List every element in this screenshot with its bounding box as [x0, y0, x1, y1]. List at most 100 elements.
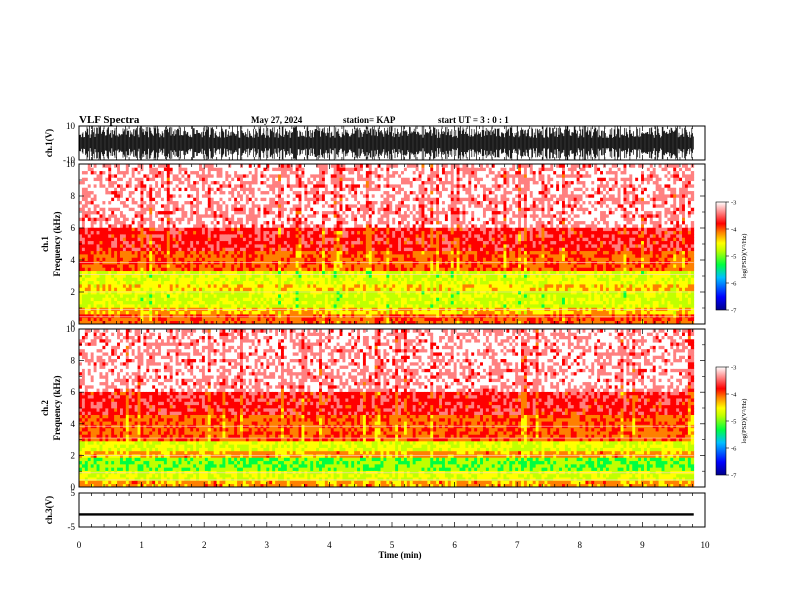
spectrogram-cell — [126, 247, 129, 251]
spectrogram-cell — [97, 317, 100, 321]
spectrogram-cell — [179, 301, 182, 305]
spectrogram-cell — [170, 314, 173, 318]
spectrogram-cell — [105, 197, 108, 201]
spectrogram-cell — [108, 187, 111, 191]
spectrogram-cell — [143, 267, 146, 271]
spectrogram-cell — [91, 201, 94, 205]
spectrogram-cell — [179, 311, 182, 315]
spectrogram-cell — [138, 237, 141, 241]
spectrogram-cell — [143, 227, 146, 231]
station-label: station= KAP — [343, 115, 396, 125]
spectrogram-cell — [143, 304, 146, 308]
spectrogram-cell — [149, 267, 152, 271]
spectrogram-cell — [146, 191, 149, 195]
spectrogram-cell — [155, 231, 158, 235]
spectrogram-cell — [152, 201, 155, 205]
spectrogram-cell — [88, 317, 91, 321]
spectrogram-cell — [140, 227, 143, 231]
spectrogram-cell — [138, 221, 141, 225]
spectrogram-cell — [108, 307, 111, 311]
spectrogram-cell — [138, 244, 141, 248]
spectrogram-cell — [170, 171, 173, 175]
spectrogram-cell — [138, 304, 141, 308]
spectrogram-cell — [117, 317, 120, 321]
spectrogram-cell — [173, 194, 176, 198]
spectrogram-cell — [91, 287, 94, 291]
spectrogram-cell — [108, 264, 111, 268]
spectrogram-cell — [167, 177, 170, 181]
spectrogram-cell — [167, 251, 170, 255]
spectrogram-cell — [140, 294, 143, 298]
spectrogram-cell — [126, 314, 129, 318]
spectrogram-cell — [108, 244, 111, 248]
spectrogram-cell — [167, 187, 170, 191]
spectrogram-cell — [94, 224, 97, 228]
spectrogram-cell — [91, 251, 94, 255]
spectrogram-cell — [135, 271, 138, 275]
spectrogram-cell — [132, 281, 135, 285]
spectrogram-cell — [105, 221, 108, 225]
spectrogram-cell — [94, 241, 97, 245]
spectrogram-cell — [99, 277, 102, 281]
spectrogram-cell — [138, 177, 141, 181]
spectrogram-cell — [132, 284, 135, 288]
spectrogram-cell — [143, 184, 146, 188]
spectrogram-cell — [135, 211, 138, 215]
spectrogram-cell — [138, 197, 141, 201]
spectrogram-cell — [120, 191, 123, 195]
spectrogram-cell — [149, 284, 152, 288]
spectrogram-cell — [173, 227, 176, 231]
spectrogram-cell — [97, 251, 100, 255]
spectrogram-cell — [120, 187, 123, 191]
spectrogram-cell — [138, 277, 141, 281]
spectrogram-cell — [179, 191, 182, 195]
spectrogram-cell — [164, 174, 167, 178]
spectrogram-cell — [97, 241, 100, 245]
spectrogram-cell — [99, 304, 102, 308]
spectrogram-cell — [181, 281, 184, 285]
spectrogram-cell — [152, 251, 155, 255]
spectrogram-cell — [161, 294, 164, 298]
spectrogram-cell — [99, 164, 102, 168]
spectrogram-cell — [97, 314, 100, 318]
spectrogram-cell — [132, 311, 135, 315]
spectrogram-cell — [123, 241, 126, 245]
spectrogram-cell — [173, 297, 176, 301]
spectrogram-cell — [117, 237, 120, 241]
spectrogram-cell — [167, 221, 170, 225]
spectrogram-cell — [164, 254, 167, 258]
spectrogram-cell — [126, 181, 129, 185]
spectrogram-cell — [102, 224, 105, 228]
spectrogram-cell — [143, 257, 146, 261]
spectrogram-cell — [94, 221, 97, 225]
spectrogram-cell — [88, 194, 91, 198]
spectrogram-cell — [161, 194, 164, 198]
spectrogram-cell — [85, 164, 88, 168]
spectrogram-cell — [149, 244, 152, 248]
spectrogram-cell — [94, 264, 97, 268]
spectrogram-cell — [135, 287, 138, 291]
spectrogram-cell — [111, 254, 114, 258]
spectrogram-cell — [97, 244, 100, 248]
spectrogram-cell — [176, 204, 179, 208]
spectrogram-cell — [158, 284, 161, 288]
spectrogram-cell — [120, 171, 123, 175]
spectrogram-cell — [167, 294, 170, 298]
spectrogram-cell — [143, 234, 146, 238]
spectrogram-cell — [123, 251, 126, 255]
spectrogram-cell — [164, 231, 167, 235]
spectrogram-cell — [97, 307, 100, 311]
spectrogram-cell — [161, 191, 164, 195]
spectrogram-cell — [114, 234, 117, 238]
spectrogram-cell — [161, 291, 164, 295]
figure-title: VLF Spectra — [79, 114, 140, 126]
spectrogram-cell — [94, 234, 97, 238]
spectrogram-cell — [149, 214, 152, 218]
spectrogram-cell — [164, 217, 167, 221]
spectrogram-cell — [105, 181, 108, 185]
spectrogram-cell — [123, 314, 126, 318]
spectrogram-cell — [102, 297, 105, 301]
spectrogram-cell — [114, 191, 117, 195]
spectrogram-cell — [99, 191, 102, 195]
spectrogram-cell — [132, 291, 135, 295]
